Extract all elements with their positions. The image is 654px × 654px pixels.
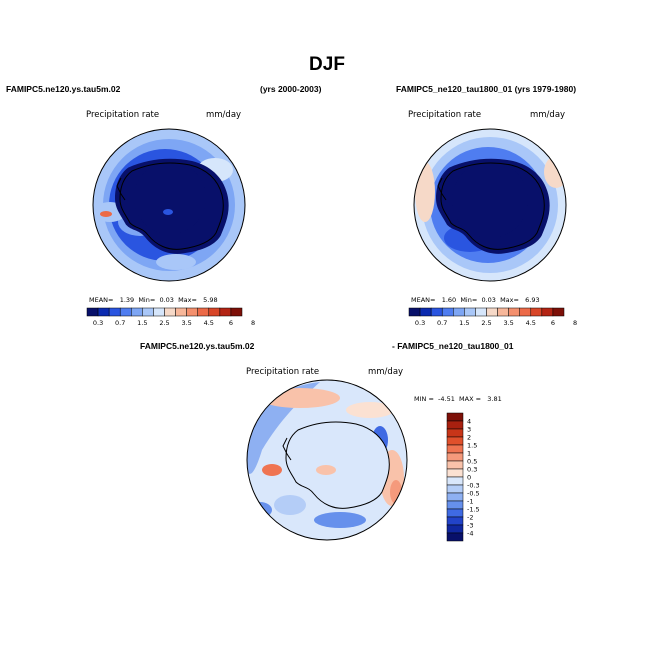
colorbar-box [446,460,464,470]
colorbar-box [453,307,465,317]
left-years-label: (yrs 2000-2003) [260,84,322,94]
diff-case-b-label: - FAMIPC5_ne120_tau1800_01 [392,341,514,351]
colorbar-box [86,307,99,317]
colorbar-box [108,307,121,317]
right-field-label: Precipitation rate [408,110,482,120]
colorbar-box [142,307,154,317]
colorbar-tick-label: 2.5 [159,319,169,327]
left-colorbar: 0.3 0.7 1.5 2.5 3.5 4.5 6 8 [86,307,255,327]
colorbar-box [219,307,232,317]
colorbar-box [186,307,198,317]
left-stats: MEAN= 1.39 Min= 0.03 Max= 5.98 [89,296,218,304]
colorbar-box [446,412,464,422]
colorbar-tick-label: 4 [467,418,471,426]
colorbar-box [208,307,221,317]
colorbar-tick-label: 1.5 [459,319,469,327]
colorbar-tick-label: 8 [251,319,255,327]
diff-field-label: Precipitation rate [246,367,320,377]
colorbar-box [197,307,210,317]
right-case-label: FAMIPC5_ne120_tau1800_01 (yrs 1979-1980) [396,84,577,94]
colorbar-box [464,307,476,317]
colorbar-box [131,307,143,317]
colorbar-tick-label: 3 [467,426,471,434]
colorbar-tick-label: -2 [467,514,473,522]
colorbar-box [441,307,454,317]
colorbar-box [446,436,464,446]
colorbar-tick-label: 0.3 [467,466,477,474]
diff-polar-map [246,379,408,541]
colorbar-tick-label: 0.5 [467,458,477,466]
colorbar-tick-label: 1.5 [137,319,147,327]
colorbar-box [541,307,554,317]
colorbar-tick-label: 4.5 [204,319,214,327]
colorbar-tick-label: 1.5 [467,442,477,450]
colorbar-box [446,428,464,438]
colorbar-box [175,307,187,317]
colorbar-box [446,420,464,430]
colorbar-box [508,307,520,317]
colorbar-tick-label: 0 [467,474,471,482]
left-units-label: mm/day [206,110,242,120]
colorbar-tick-label: 2.5 [481,319,491,327]
right-stats: MEAN= 1.60 Min= 0.03 Max= 6.93 [411,296,540,304]
colorbar-box [475,307,487,317]
colorbar-tick-label: 3.5 [181,319,191,327]
colorbar-box [430,307,443,317]
right-polar-map [413,128,567,282]
colorbar-box [497,307,509,317]
colorbar-box [97,307,110,317]
colorbar-box [530,307,543,317]
colorbar-tick-label: 0.3 [93,319,103,327]
colorbar-box [230,307,243,317]
colorbar-tick-label: 6 [551,319,555,327]
colorbar-box [119,307,132,317]
colorbar-box [552,307,565,317]
colorbar-tick-label: 4.5 [526,319,536,327]
colorbar-box [153,307,165,317]
colorbar-tick-label: 0.3 [415,319,425,327]
colorbar-box [446,484,464,494]
colorbar-tick-label: -4 [467,530,473,538]
colorbar-box [446,452,464,462]
colorbar-tick-label: -0.3 [467,482,480,490]
colorbar-tick-label: 3.5 [503,319,513,327]
colorbar-box [408,307,421,317]
diff-units-label: mm/day [368,367,404,377]
colorbar-tick-label: 0.7 [437,319,447,327]
colorbar-tick-label: 1 [467,450,471,458]
colorbar-tick-label: -3 [467,522,473,530]
colorbar-box [446,476,464,486]
colorbar-tick-label: 8 [573,319,577,327]
colorbar-box [446,492,464,502]
colorbar-box [446,524,464,534]
colorbar-box [446,444,464,454]
colorbar-box [446,468,464,478]
figure-title: DJF [309,54,345,75]
colorbar-box [446,516,464,526]
colorbar-tick-label: 0.7 [115,319,125,327]
right-units-label: mm/day [530,110,566,120]
colorbar-tick-label: -1 [467,498,473,506]
diff-case-a-label: FAMIPC5.ne120.ys.tau5m.02 [140,341,255,351]
right-colorbar: 0.3 0.7 1.5 2.5 3.5 4.5 6 8 [408,307,577,327]
colorbar-tick-label: 6 [229,319,233,327]
colorbar-tick-label: 2 [467,434,471,442]
colorbar-box [446,508,464,518]
colorbar-tick-label: -1.5 [467,506,480,514]
diff-stats: MIN = -4.51 MAX = 3.81 [414,395,502,403]
colorbar-box [486,307,498,317]
left-field-label: Precipitation rate [86,110,160,120]
colorbar-box [419,307,432,317]
colorbar-box [446,500,464,510]
left-case-label: FAMIPC5.ne120.ys.tau5m.02 [6,84,121,94]
left-polar-map [92,128,246,282]
colorbar-box [519,307,532,317]
colorbar-box [164,307,176,317]
colorbar-box [446,532,464,542]
colorbar-tick-label: -0.5 [467,490,480,498]
